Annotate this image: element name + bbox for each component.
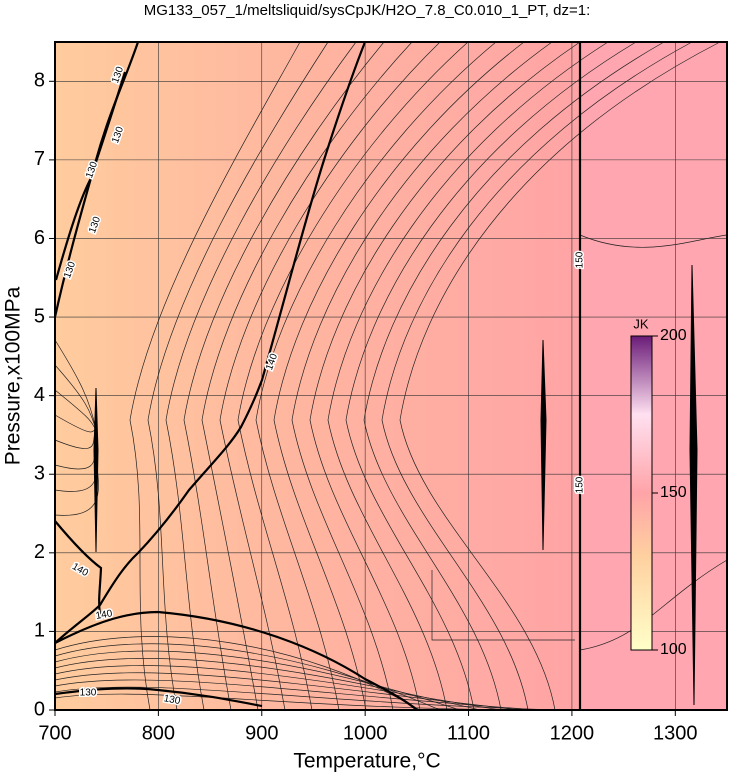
x-tick-label: 700 <box>38 722 71 744</box>
colorbar-tick-label: 100 <box>660 641 687 658</box>
contour-line <box>327 41 609 711</box>
contour-line <box>54 520 103 616</box>
x-axis-label: Temperature,°C <box>293 750 440 773</box>
y-tick-label: 8 <box>34 70 45 92</box>
contour-line <box>291 41 553 711</box>
contour-line <box>309 41 581 711</box>
colorbar-tick-label: 200 <box>660 327 687 344</box>
contour-line <box>273 41 525 711</box>
x-tick-label: 900 <box>245 722 278 744</box>
x-tick-label: 1200 <box>550 722 595 744</box>
contour-line <box>147 41 329 711</box>
contour-line <box>345 41 637 711</box>
contour-major <box>53 41 698 711</box>
y-axis-label: Pressure,x100MPa <box>2 286 25 465</box>
y-tick-label: 0 <box>34 698 45 720</box>
contour-line <box>399 41 721 711</box>
y-tick-label: 1 <box>34 620 45 642</box>
x-tick-label: 1000 <box>343 722 388 744</box>
y-tick-label: 5 <box>34 305 45 327</box>
contour-line <box>54 650 461 711</box>
contour-line <box>255 41 497 711</box>
contour-line <box>219 41 441 711</box>
contour-line <box>54 71 127 281</box>
contour-line <box>54 665 501 711</box>
grid <box>54 42 727 711</box>
contour-line <box>363 41 665 711</box>
contour-label: 130 <box>80 688 97 699</box>
contour-line <box>237 41 469 711</box>
plot-background <box>580 42 727 710</box>
contour-line <box>54 686 561 711</box>
contour-label: 140 <box>95 608 114 622</box>
contour-line <box>54 679 541 711</box>
contour-line <box>381 41 693 711</box>
contour-line <box>54 41 367 644</box>
colorbar <box>630 335 653 651</box>
y-tick-label: 3 <box>34 463 45 485</box>
contour-label: 130 <box>163 693 182 707</box>
contour-line <box>54 687 263 708</box>
plot-frame <box>54 41 728 711</box>
colorbar-label: JK <box>633 316 649 331</box>
colorbar-tick-label: 150 <box>660 484 687 501</box>
x-tick-label: 1300 <box>653 722 698 744</box>
y-tick-label: 7 <box>34 148 45 170</box>
contour-line <box>129 41 301 711</box>
y-tick-label: 6 <box>34 227 45 249</box>
x-tick-label: 800 <box>142 722 175 744</box>
contour-line <box>183 41 385 711</box>
contour-spike <box>93 264 698 706</box>
chart-title: MG133_057_1/meltsliquid/sysCpJK/H2O_7.8_… <box>144 2 591 19</box>
y-tick-label: 2 <box>34 541 45 563</box>
contour-label: 150 <box>575 476 586 493</box>
contour-lines <box>54 41 728 711</box>
contour-line <box>54 636 421 711</box>
contour-line <box>54 657 481 711</box>
plot-background <box>55 42 580 710</box>
contour-label: 150 <box>575 251 586 268</box>
y-tick-label: 4 <box>34 384 45 406</box>
contour-line <box>54 672 521 711</box>
contour-line <box>165 41 357 711</box>
contour-line <box>54 339 97 431</box>
contour-line <box>54 610 418 711</box>
x-tick-label: 1100 <box>447 722 490 744</box>
